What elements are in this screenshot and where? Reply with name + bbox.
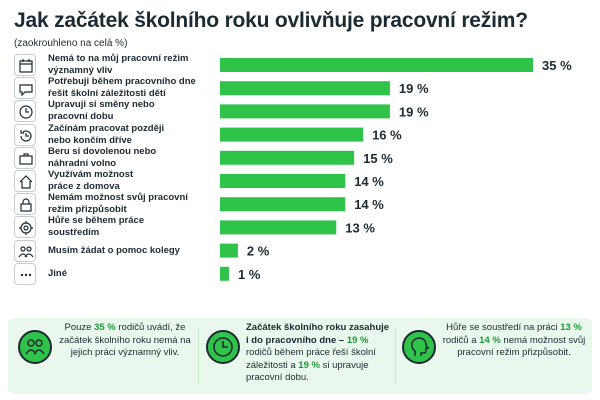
dots-icon bbox=[14, 262, 36, 285]
bar bbox=[220, 81, 390, 96]
footer-panel bbox=[8, 318, 592, 394]
value-label: 16 % bbox=[372, 128, 402, 143]
value-label: 15 % bbox=[363, 151, 393, 166]
footer-divider bbox=[395, 328, 396, 384]
bar-chart: 35 % 19 % 19 % 16 % 15 % 14 % 14 % 13 % 2 % 1 % bbox=[220, 58, 572, 282]
footer-card-text: Pouze 35 % rodičů uvádí, že začátek škol… bbox=[59, 322, 191, 358]
value-label: 14 % bbox=[354, 197, 384, 212]
bar bbox=[220, 150, 355, 165]
value-label: 13 % bbox=[345, 220, 375, 235]
clock-icon bbox=[14, 100, 36, 123]
footer-card-text: Začátek školního roku zasahuje i do prac… bbox=[246, 322, 390, 383]
category-label: Potřebuji během pracovního dne řešit škol… bbox=[48, 76, 196, 100]
head-icon bbox=[402, 330, 436, 364]
category-label: Musím žádat o pomoc kolegy bbox=[48, 244, 180, 256]
bar bbox=[220, 243, 238, 258]
clock-icon bbox=[206, 330, 240, 364]
target-icon bbox=[14, 216, 36, 239]
category-label: Hůře se během práce soustředím bbox=[48, 215, 145, 239]
footer-card-focus: Hůře se soustředí na práci 13 % rodičů a… bbox=[400, 318, 588, 394]
home-icon bbox=[14, 170, 36, 192]
footer-divider bbox=[198, 328, 199, 384]
bar bbox=[220, 174, 346, 188]
category-label: Jiné bbox=[48, 267, 68, 279]
value-label: 19 % bbox=[399, 104, 429, 119]
value-label: 14 % bbox=[354, 174, 384, 189]
footer-card-workday: Začátek školního roku zasahuje i do prac… bbox=[204, 318, 392, 394]
people-icon bbox=[18, 330, 52, 364]
value-label: 2 % bbox=[247, 244, 270, 259]
category-label: Nemá to na můj pracovní režim významný vl… bbox=[48, 53, 189, 76]
footer-card-parents: Pouze 35 % rodičů uvádí, že začátek škol… bbox=[14, 318, 194, 394]
bar bbox=[220, 197, 346, 212]
value-label: 19 % bbox=[399, 81, 429, 96]
briefcase-icon bbox=[14, 146, 36, 169]
footer-card-text: Hůře se soustředí na práci 13 % rodičů a… bbox=[442, 322, 586, 358]
value-label: 1 % bbox=[238, 267, 261, 282]
category-label: Beru si dovolenou nebo náhradní volno bbox=[48, 145, 157, 169]
clock-back-icon bbox=[14, 123, 36, 146]
bar bbox=[220, 127, 364, 142]
value-label: 35 % bbox=[542, 58, 572, 73]
lock-icon bbox=[14, 193, 36, 216]
category-label: Upravuji si směny nebo pracovní dobu bbox=[48, 99, 155, 123]
category-label: Využívám možnost práce z domova bbox=[48, 169, 134, 192]
category-label: Začínám pracovat později nebo končím dřív… bbox=[48, 122, 165, 146]
category-label: Nemám možnost svůj pracovní režim přizpůs… bbox=[48, 192, 188, 216]
chat-icon bbox=[14, 77, 36, 100]
bar bbox=[220, 220, 337, 235]
bar bbox=[220, 266, 229, 281]
bar bbox=[220, 104, 390, 119]
page-title: Jak začátek školního roku ovlivňuje prac… bbox=[14, 9, 528, 32]
bar bbox=[220, 58, 533, 72]
page-subtitle: (zaokrouhleno na celá %) bbox=[14, 38, 128, 49]
people-icon bbox=[14, 239, 36, 262]
calendar-icon bbox=[14, 54, 36, 76]
